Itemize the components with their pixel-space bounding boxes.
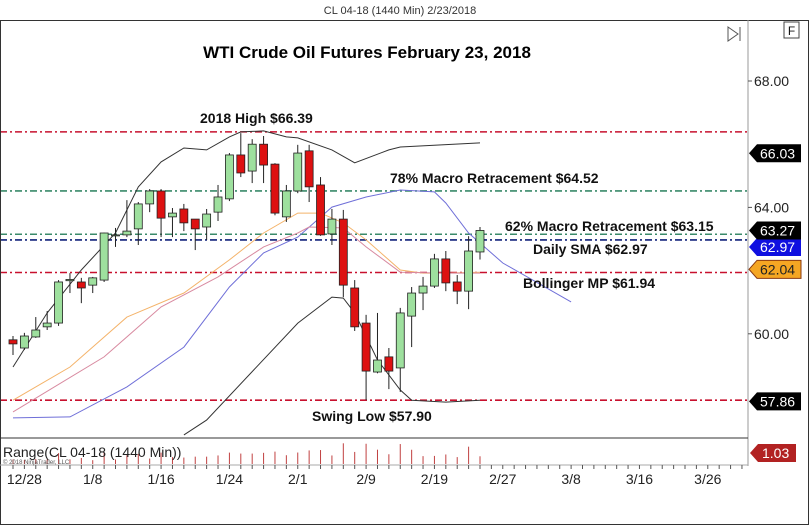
candle-body — [316, 184, 325, 236]
x-tick-label: 3/26 — [694, 471, 721, 487]
candle-body — [327, 218, 337, 235]
range-marker-value: 1.03 — [762, 445, 789, 461]
price-marker-value: 62.04 — [760, 261, 795, 277]
x-tick-label: 2/27 — [489, 471, 516, 487]
candle-body — [156, 190, 166, 219]
upper-band-line — [12, 130, 481, 368]
price-marker-tag — [749, 221, 801, 240]
candle-body — [99, 232, 109, 281]
level-annotation: 2018 High $66.39 — [200, 110, 313, 126]
price-marker-value: 57.86 — [760, 393, 795, 409]
candle-body — [350, 287, 360, 328]
range-marker-tag — [750, 444, 796, 462]
price-marker-tag — [749, 237, 801, 256]
x-tick-label: 3/8 — [561, 471, 581, 487]
candle-body — [304, 150, 314, 188]
candle-body — [88, 277, 98, 286]
candle-body — [418, 285, 428, 294]
price-marker-tag — [749, 392, 801, 411]
y-tick-label: 64.00 — [754, 199, 789, 215]
candle-body — [247, 143, 257, 172]
candle-body — [407, 292, 417, 317]
price-marker: 62.04 — [748, 259, 802, 279]
price-marker: 62.97 — [749, 237, 801, 256]
candle-body — [213, 196, 223, 213]
candle-body — [441, 258, 451, 284]
level-annotation: Swing Low $57.90 — [312, 408, 432, 424]
candle-body — [395, 312, 405, 369]
x-tick-label: 1/24 — [216, 471, 243, 487]
x-tick-label: 1/8 — [83, 471, 103, 487]
level-annotation: Daily SMA $62.97 — [533, 241, 648, 257]
window-header: CL 04-18 (1440 Min) 2/23/2018 — [324, 5, 476, 17]
x-tick-label: 2/9 — [356, 471, 376, 487]
price-marker-value: 62.97 — [760, 239, 795, 255]
price-marker-tag — [748, 259, 802, 279]
chart-title: WTI Crude Oil Futures February 23, 2018 — [203, 43, 531, 62]
candle-body — [65, 279, 75, 282]
price-marker-tag — [749, 144, 801, 163]
x-tick-label: 2/1 — [288, 471, 308, 487]
price-marker: 66.03 — [749, 144, 801, 163]
scroll-to-end-icon[interactable] — [727, 26, 741, 42]
candle-body — [168, 212, 177, 218]
candle-body — [76, 281, 86, 289]
y-tick-label: 68.00 — [754, 73, 789, 89]
price-marker: 57.86 — [749, 392, 801, 411]
candle-body — [190, 218, 200, 230]
candle-body — [225, 154, 234, 200]
candle-body — [31, 329, 41, 338]
f-button-label: F — [788, 24, 795, 38]
candle-body — [475, 230, 485, 253]
y-tick-label: 60.00 — [754, 326, 789, 342]
price-marker-value: 66.03 — [760, 145, 795, 161]
candle-body — [293, 152, 303, 192]
price-marker: 63.27 — [749, 221, 801, 240]
candle-body — [338, 218, 348, 286]
candle-body — [133, 203, 143, 230]
sma-blue-line — [12, 189, 572, 419]
price-marker-value: 63.27 — [760, 222, 795, 238]
candle-body — [452, 281, 462, 292]
candle-body — [236, 154, 246, 174]
candle-body — [384, 356, 394, 372]
candle-body — [19, 335, 29, 349]
candle-body — [373, 359, 382, 373]
level-annotation: Bollinger MP $61.94 — [523, 275, 655, 291]
candle-body — [54, 281, 63, 324]
candle-body — [8, 339, 18, 345]
f-button[interactable]: F — [783, 21, 800, 39]
range-panel-label: Range(CL 04-18 (1440 Min)) — [3, 444, 181, 460]
pink-line — [12, 226, 480, 413]
candle-body — [259, 143, 268, 166]
level-annotation: 62% Macro Retracement $63.15 — [505, 218, 714, 234]
x-tick-label: 2/19 — [421, 471, 448, 487]
x-tick-label: 12/28 — [7, 471, 42, 487]
candle-body — [202, 213, 212, 228]
x-tick-label: 1/16 — [147, 471, 174, 487]
candle-body — [179, 208, 189, 224]
candle-body — [361, 322, 371, 372]
x-tick-label: 3/16 — [626, 471, 653, 487]
candle-body — [145, 190, 155, 205]
candle-body — [111, 234, 120, 237]
copyright: © 2018 NinjaTrader, LLC — [3, 459, 70, 466]
level-annotation: 78% Macro Retracement $64.52 — [390, 170, 599, 186]
candle-body — [430, 258, 439, 287]
candle-body — [122, 230, 132, 236]
candle-body — [270, 163, 280, 214]
candle-body — [464, 250, 474, 292]
candle-body — [281, 190, 291, 218]
candle-body — [42, 322, 52, 328]
